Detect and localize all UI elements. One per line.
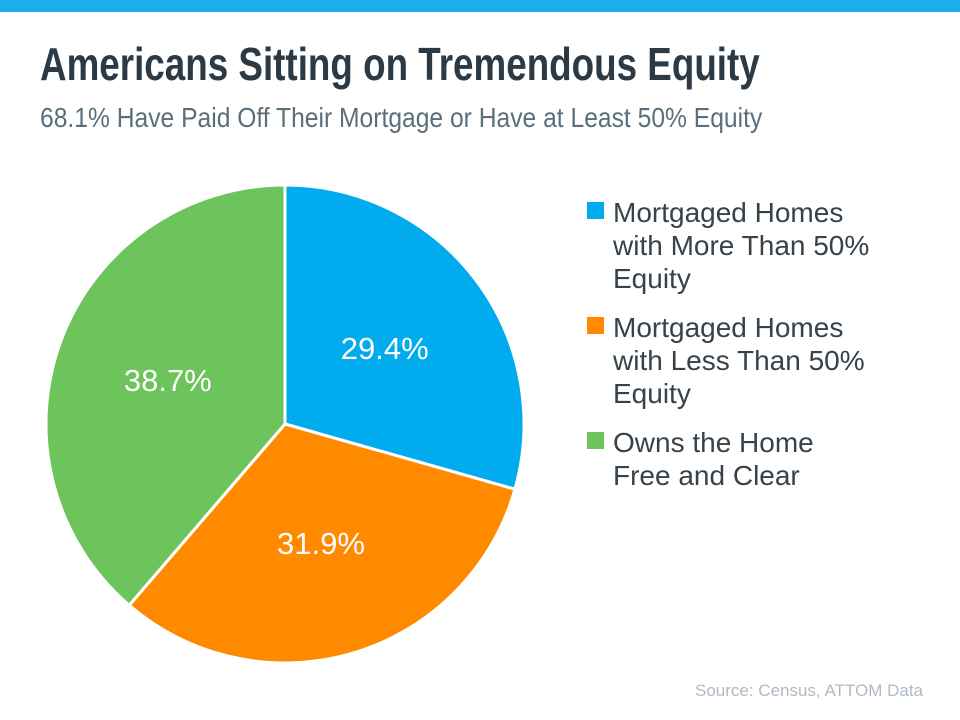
accent-bar	[0, 0, 960, 12]
legend-item-free-and-clear: Owns the Home Free and Clear	[587, 426, 942, 492]
pie-slice-value-label-0: 29.4%	[341, 331, 429, 366]
source-note: Source: Census, ATTOM Data	[694, 681, 923, 700]
legend-item-less-than-50-equity: Mortgaged Homes with Less Than 50% Equit…	[587, 311, 942, 410]
legend-swatch-green	[587, 432, 604, 449]
page-subtitle: 68.1% Have Paid Off Their Mortgage or Ha…	[40, 102, 763, 133]
pie-slice-value-label-2: 38.7%	[124, 363, 212, 398]
pie-slice-0	[283, 183, 526, 491]
pie-chart-svg: 29.4% 31.9% 38.7%	[44, 183, 526, 665]
legend-label: Owns the Home Free and Clear	[613, 427, 814, 491]
legend-item-more-than-50-equity: Mortgaged Homes with More Than 50% Equit…	[587, 196, 942, 295]
pie-slice-2	[44, 183, 287, 607]
page-title: Americans Sitting on Tremendous Equity	[40, 38, 760, 90]
pie-slice-1	[127, 422, 517, 665]
pie-chart: 29.4% 31.9% 38.7%	[43, 182, 527, 666]
legend-swatch-blue	[587, 202, 604, 219]
chart-legend: Mortgaged Homes with More Than 50% Equit…	[587, 196, 942, 508]
legend-swatch-orange	[587, 317, 604, 334]
legend-label: Mortgaged Homes with Less Than 50% Equit…	[613, 312, 865, 409]
pie-slice-value-label-1: 31.9%	[277, 526, 365, 561]
legend-label: Mortgaged Homes with More Than 50% Equit…	[613, 197, 870, 294]
